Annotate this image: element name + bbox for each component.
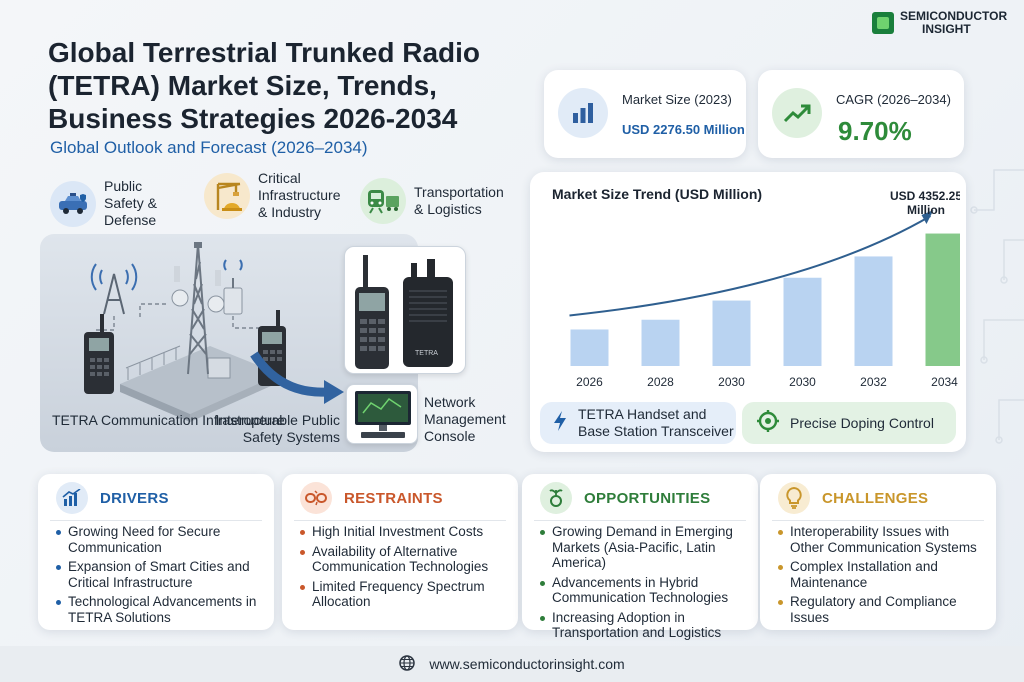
market-size-chart: 2026 2028 2030 2030 2032 2034 USD 4352.25Milli… <box>569 189 960 389</box>
sector-label: Public Safety & Defense <box>104 178 157 228</box>
feature-doping-control: Precise Doping Control <box>742 402 956 444</box>
challenges-panel: CHALLENGES Interoperability Issues with … <box>760 474 996 630</box>
trend-line <box>569 215 932 317</box>
restraints-panel: RESTRAINTS High Initial Investment Costs… <box>282 474 518 630</box>
bar-0 <box>570 329 609 366</box>
caption-interoperable: Interoperable Public Safety Systems <box>215 412 340 445</box>
list-item: Availability of Alternative Communicatio… <box>300 544 508 575</box>
market-size-value: USD 2276.50 Million <box>622 122 745 137</box>
x-tick-label: 2032 <box>860 375 887 389</box>
brand-logo: SEMICONDUCTOR INSIGHT <box>872 10 1007 36</box>
x-tick-label: 2034 <box>931 375 958 389</box>
circuit-decoration <box>970 169 1024 444</box>
list-item: High Initial Investment Costs <box>300 524 508 540</box>
list-item: Expansion of Smart Cities and Critical I… <box>56 559 264 590</box>
footer: www.semiconductorinsight.com <box>0 646 1024 682</box>
list-item: Technological Advancements in TETRA Solu… <box>56 594 264 625</box>
crane-icon <box>204 172 250 219</box>
sector-label: Transportation & Logistics <box>414 184 504 217</box>
brand-logo-mark <box>872 12 894 34</box>
handset-brand-text: TETRA <box>415 350 438 357</box>
broken-chain-icon <box>300 482 332 514</box>
data-label-2: Million <box>907 203 945 217</box>
list-item: Growing Need for Secure Communication <box>56 524 264 555</box>
cagr-value: 9.70% <box>838 116 912 146</box>
market-size-label: Market Size (2023) <box>622 92 732 107</box>
list-item: Limited Frequency Spectrum Allocation <box>300 579 508 610</box>
sector-transportation: Transportation & Logistics <box>360 178 514 224</box>
bar-3 <box>783 277 822 366</box>
caption-infrastructure: TETRA Communication Infrastructure <box>52 412 285 428</box>
plant-gear-icon <box>540 482 572 514</box>
panel-divider <box>772 520 984 521</box>
chart-title: Market Size Trend (USD Million) <box>552 186 763 202</box>
brand-line-1: SEMICONDUCTOR <box>900 9 1008 23</box>
growth-chart-icon <box>56 482 88 514</box>
handset-photo: TETRA <box>344 246 466 374</box>
tower-scene <box>84 242 344 422</box>
x-tick-label: 2026 <box>576 375 603 389</box>
panel-title: CHALLENGES <box>822 489 929 507</box>
sector-public-safety: Public Safety & Defense <box>50 178 176 229</box>
network-console-photo <box>346 384 418 444</box>
sector-critical-infrastructure: Critical Infrastructure & Industry <box>204 170 352 221</box>
feature-label: Precise Doping Control <box>790 414 934 431</box>
lightbulb-icon <box>778 482 810 514</box>
train-icon <box>360 178 406 224</box>
footer-url[interactable]: www.semiconductorinsight.com <box>429 656 625 672</box>
list-item: Complex Installation and Maintenance <box>778 559 986 590</box>
drivers-panel: DRIVERS Growing Need for Secure Communic… <box>38 474 274 630</box>
opportunities-panel: OPPORTUNITIES Growing Demand in Emerging… <box>522 474 758 640</box>
market-size-card: Market Size (2023) USD 2276.50 Million <box>544 70 746 158</box>
list-item: Regulatory and Compliance Issues <box>778 594 986 625</box>
page-subtitle: Global Outlook and Forecast (2026–2034) <box>50 138 368 157</box>
data-label-1: USD 4352.25 <box>890 189 960 203</box>
bar-chart-icon <box>558 88 608 138</box>
cagr-card: CAGR (2026–2034) 9.70% <box>758 70 964 158</box>
list-item: Increasing Adoption in Transportation an… <box>540 610 748 641</box>
bar-2 <box>712 300 751 366</box>
police-car-icon <box>50 180 96 227</box>
globe-icon <box>399 654 416 674</box>
page-title: Global Terrestrial Trunked Radio (TETRA)… <box>48 37 481 134</box>
brand-line-2: INSIGHT <box>922 22 971 36</box>
list-item: Growing Demand in Emerging Markets (Asia… <box>540 524 748 571</box>
x-tick-label: 2030 <box>718 375 745 389</box>
panel-divider <box>534 520 746 521</box>
list-item: Advancements in Hybrid Communication Tec… <box>540 575 748 606</box>
panel-divider <box>50 520 262 521</box>
bar-1 <box>641 319 680 366</box>
feature-label: TETRA Handset and Base Station Transceiv… <box>578 406 734 439</box>
panel-title: DRIVERS <box>100 489 169 507</box>
feature-handset-transceiver: TETRA Handset and Base Station Transceiv… <box>540 402 736 444</box>
lightning-icon <box>552 410 568 436</box>
caption-console: Network Management Console <box>424 394 506 444</box>
bar-5 <box>925 233 960 366</box>
panel-title: OPPORTUNITIES <box>584 489 711 507</box>
sector-label: Critical Infrastructure & Industry <box>258 170 341 220</box>
bar-4 <box>854 256 893 366</box>
target-gear-icon <box>756 409 780 437</box>
panel-title: RESTRAINTS <box>344 489 443 507</box>
cagr-label: CAGR (2026–2034) <box>836 92 951 107</box>
x-tick-label: 2028 <box>647 375 674 389</box>
trend-up-icon <box>772 88 822 138</box>
panel-divider <box>294 520 506 521</box>
list-item: Interoperability Issues with Other Commu… <box>778 524 986 555</box>
x-tick-label: 2030 <box>789 375 816 389</box>
trend-arrowhead <box>921 210 934 224</box>
